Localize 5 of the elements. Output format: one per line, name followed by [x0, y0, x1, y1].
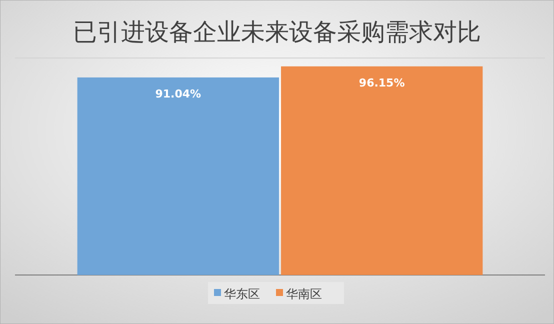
data-label: 96.15%: [358, 76, 405, 90]
legend-label: 华东区: [224, 287, 260, 301]
data-label: 91.04%: [155, 87, 202, 100]
legend-label: 华南区: [286, 287, 322, 301]
chart-title: 已引进设备企业未来设备采购需求对比: [73, 18, 481, 46]
